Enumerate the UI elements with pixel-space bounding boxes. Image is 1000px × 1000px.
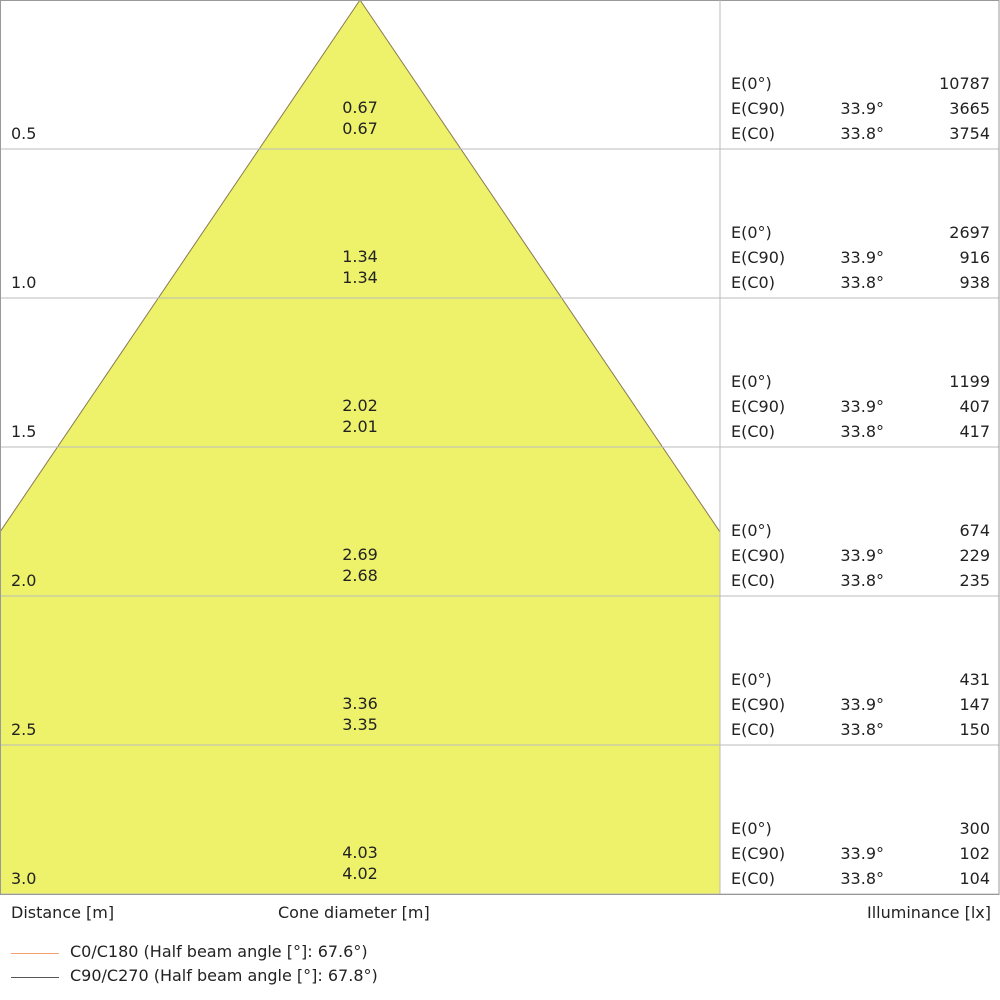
diameter-c0-label: 2.68	[342, 566, 378, 585]
angle-c0-value: 33.8°	[840, 422, 884, 441]
e-c0-label: E(C0)	[731, 869, 775, 888]
angle-c90-value: 33.9°	[840, 695, 884, 714]
e0-value: 1199	[949, 372, 990, 391]
diameter-c90-label: 2.02	[342, 396, 378, 415]
distance-tick-label: 2.5	[11, 720, 36, 739]
distance-axis-label: Distance [m]	[11, 903, 115, 922]
e-c90-value: 407	[959, 397, 990, 416]
e0-label: E(0°)	[731, 819, 772, 838]
e0-value: 2697	[949, 223, 990, 242]
e-c0-value: 938	[959, 273, 990, 292]
e-c90-value: 229	[959, 546, 990, 565]
e-c0-value: 150	[959, 720, 990, 739]
e-c90-value: 102	[959, 844, 990, 863]
e-c0-value: 235	[959, 571, 990, 590]
e-c0-label: E(C0)	[731, 422, 775, 441]
e-c0-label: E(C0)	[731, 571, 775, 590]
e0-label: E(0°)	[731, 670, 772, 689]
diameter-c90-label: 1.34	[342, 247, 378, 266]
e-c0-value: 3754	[949, 124, 990, 143]
distance-tick-label: 0.5	[11, 124, 36, 143]
angle-c0-value: 33.8°	[840, 571, 884, 590]
e-c90-value: 147	[959, 695, 990, 714]
e-c0-label: E(C0)	[731, 720, 775, 739]
legend-c90: C90/C270 (Half beam angle [°]: 67.8°)	[70, 966, 378, 985]
angle-c0-value: 33.8°	[840, 869, 884, 888]
angle-c90-value: 33.9°	[840, 546, 884, 565]
distance-tick-label: 1.0	[11, 273, 36, 292]
e0-value: 674	[959, 521, 990, 540]
angle-c0-value: 33.8°	[840, 720, 884, 739]
e-c90-label: E(C90)	[731, 248, 785, 267]
e-c0-label: E(C0)	[731, 273, 775, 292]
angle-c0-value: 33.8°	[840, 124, 884, 143]
angle-c90-value: 33.9°	[840, 248, 884, 267]
legend-line-c0	[11, 953, 59, 954]
e-c90-value: 916	[959, 248, 990, 267]
cone-edge-right	[359, 0, 721, 533]
diameter-c0-label: 2.01	[342, 417, 378, 436]
diameter-c90-label: 0.67	[342, 98, 378, 117]
e0-label: E(0°)	[731, 521, 772, 540]
e0-label: E(0°)	[731, 372, 772, 391]
e-c90-label: E(C90)	[731, 397, 785, 416]
diameter-c90-label: 4.03	[342, 843, 378, 862]
e0-value: 431	[959, 670, 990, 689]
diameter-c0-label: 3.35	[342, 715, 378, 734]
e-c0-label: E(C0)	[731, 124, 775, 143]
diameter-axis-label: Cone diameter [m]	[278, 903, 430, 922]
e-c90-label: E(C90)	[731, 546, 785, 565]
diameter-c0-label: 0.67	[342, 119, 378, 138]
e-c90-label: E(C90)	[731, 695, 785, 714]
e0-label: E(0°)	[731, 74, 772, 93]
distance-tick-label: 2.0	[11, 571, 36, 590]
legend-line-c90	[11, 977, 59, 978]
e-c90-label: E(C90)	[731, 844, 785, 863]
diameter-c90-label: 2.69	[342, 545, 378, 564]
e-c90-value: 3665	[949, 99, 990, 118]
diameter-c0-label: 1.34	[342, 268, 378, 287]
e0-label: E(0°)	[731, 223, 772, 242]
angle-c0-value: 33.8°	[840, 273, 884, 292]
e-c0-value: 104	[959, 869, 990, 888]
e-c0-value: 417	[959, 422, 990, 441]
frame	[0, 0, 1000, 895]
distance-tick-label: 1.5	[11, 422, 36, 441]
e-c90-label: E(C90)	[731, 99, 785, 118]
e0-value: 300	[959, 819, 990, 838]
diameter-c90-label: 3.36	[342, 694, 378, 713]
distance-tick-label: 3.0	[11, 869, 36, 888]
illuminance-axis-label: Illuminance [lx]	[867, 903, 991, 922]
e0-value: 10787	[939, 74, 990, 93]
legend-c0: C0/C180 (Half beam angle [°]: 67.6°)	[70, 942, 368, 961]
diameter-c0-label: 4.02	[342, 864, 378, 883]
angle-c90-value: 33.9°	[840, 397, 884, 416]
cone-edge-left	[0, 0, 361, 533]
angle-c90-value: 33.9°	[840, 844, 884, 863]
angle-c90-value: 33.9°	[840, 99, 884, 118]
